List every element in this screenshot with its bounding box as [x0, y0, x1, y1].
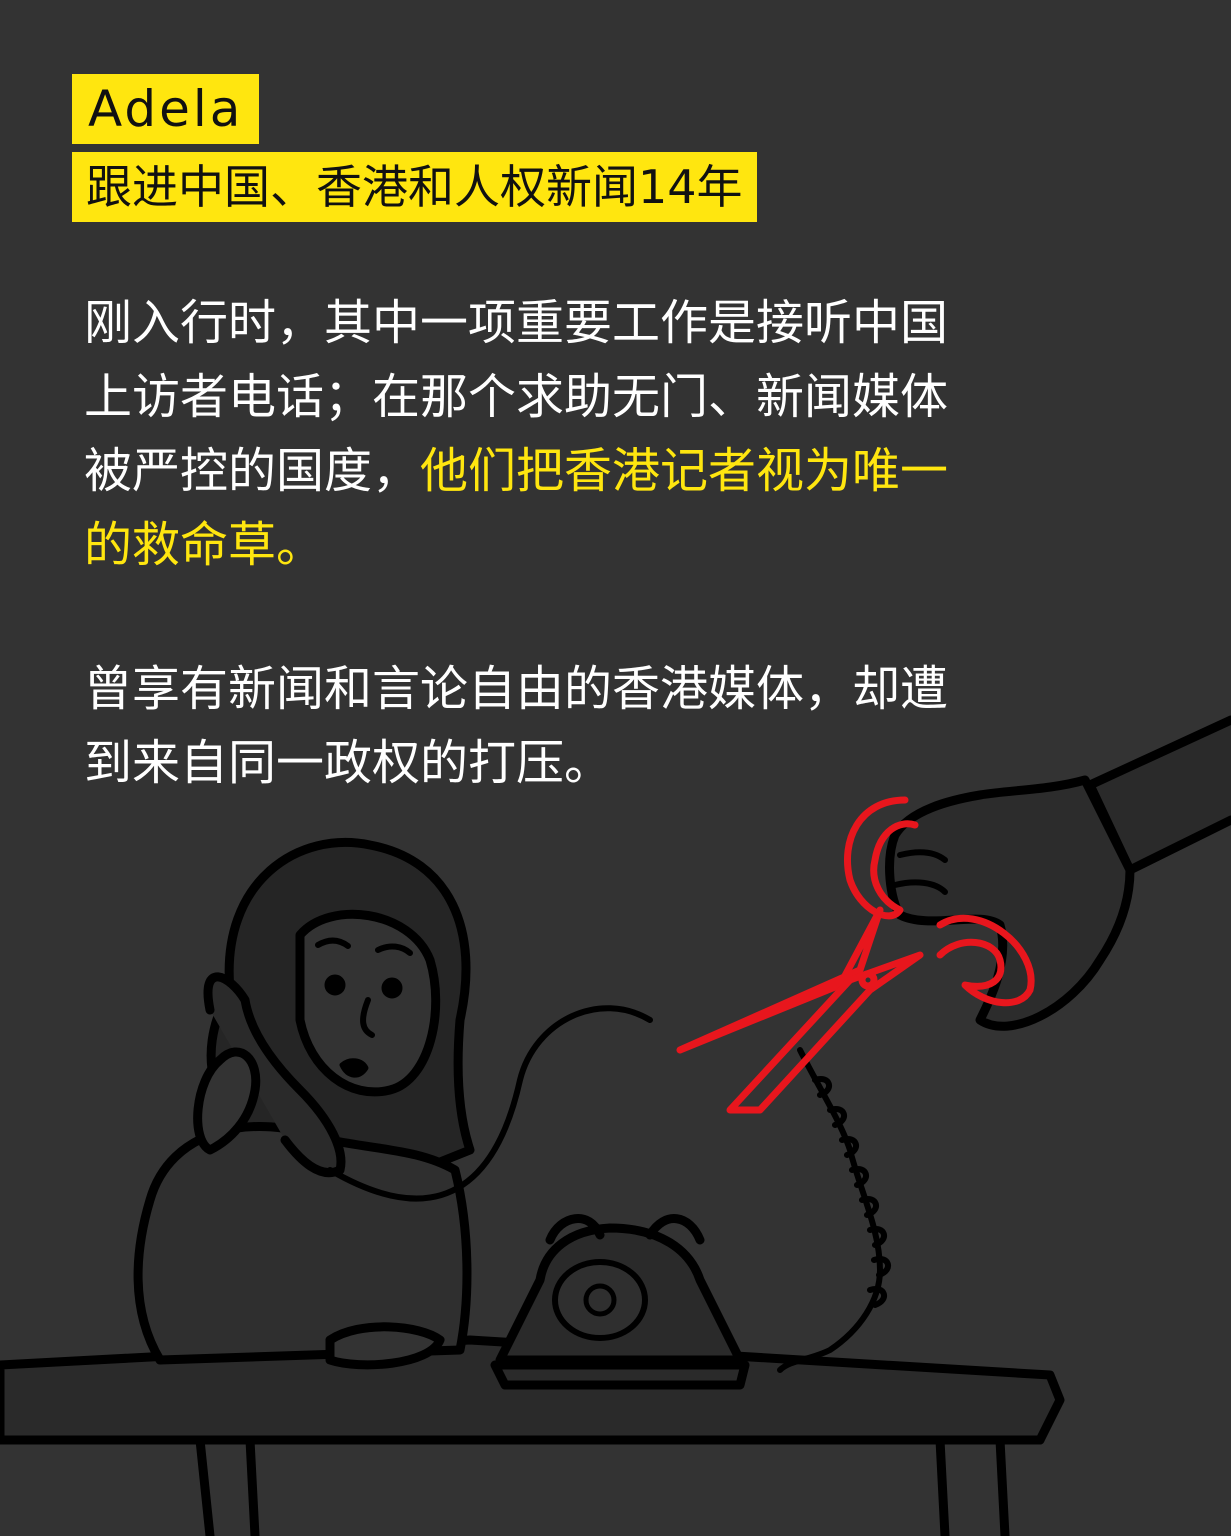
desk-icon	[0, 1335, 1065, 1536]
name-tag: Adela	[72, 74, 260, 144]
beat-tag: 跟进中国、香港和人权新闻14年	[72, 152, 757, 222]
second-paragraph: 曾享有新闻和言论自由的香港媒体，却遭到来自同一政权的打压。	[84, 661, 949, 791]
rotary-telephone-icon	[490, 1214, 750, 1390]
intro-highlight: 他们把香港记者视为唯一的救命草。	[84, 443, 949, 573]
scissors-icon	[676, 796, 1035, 1114]
intro-text: 刚入行时，其中一项重要工作是接听中国上访者电话；在那个求助无门、新闻媒体被严控的…	[84, 295, 949, 499]
intro-paragraph: 刚入行时，其中一项重要工作是接听中国上访者电话；在那个求助无门、新闻媒体被严控的…	[84, 286, 984, 582]
